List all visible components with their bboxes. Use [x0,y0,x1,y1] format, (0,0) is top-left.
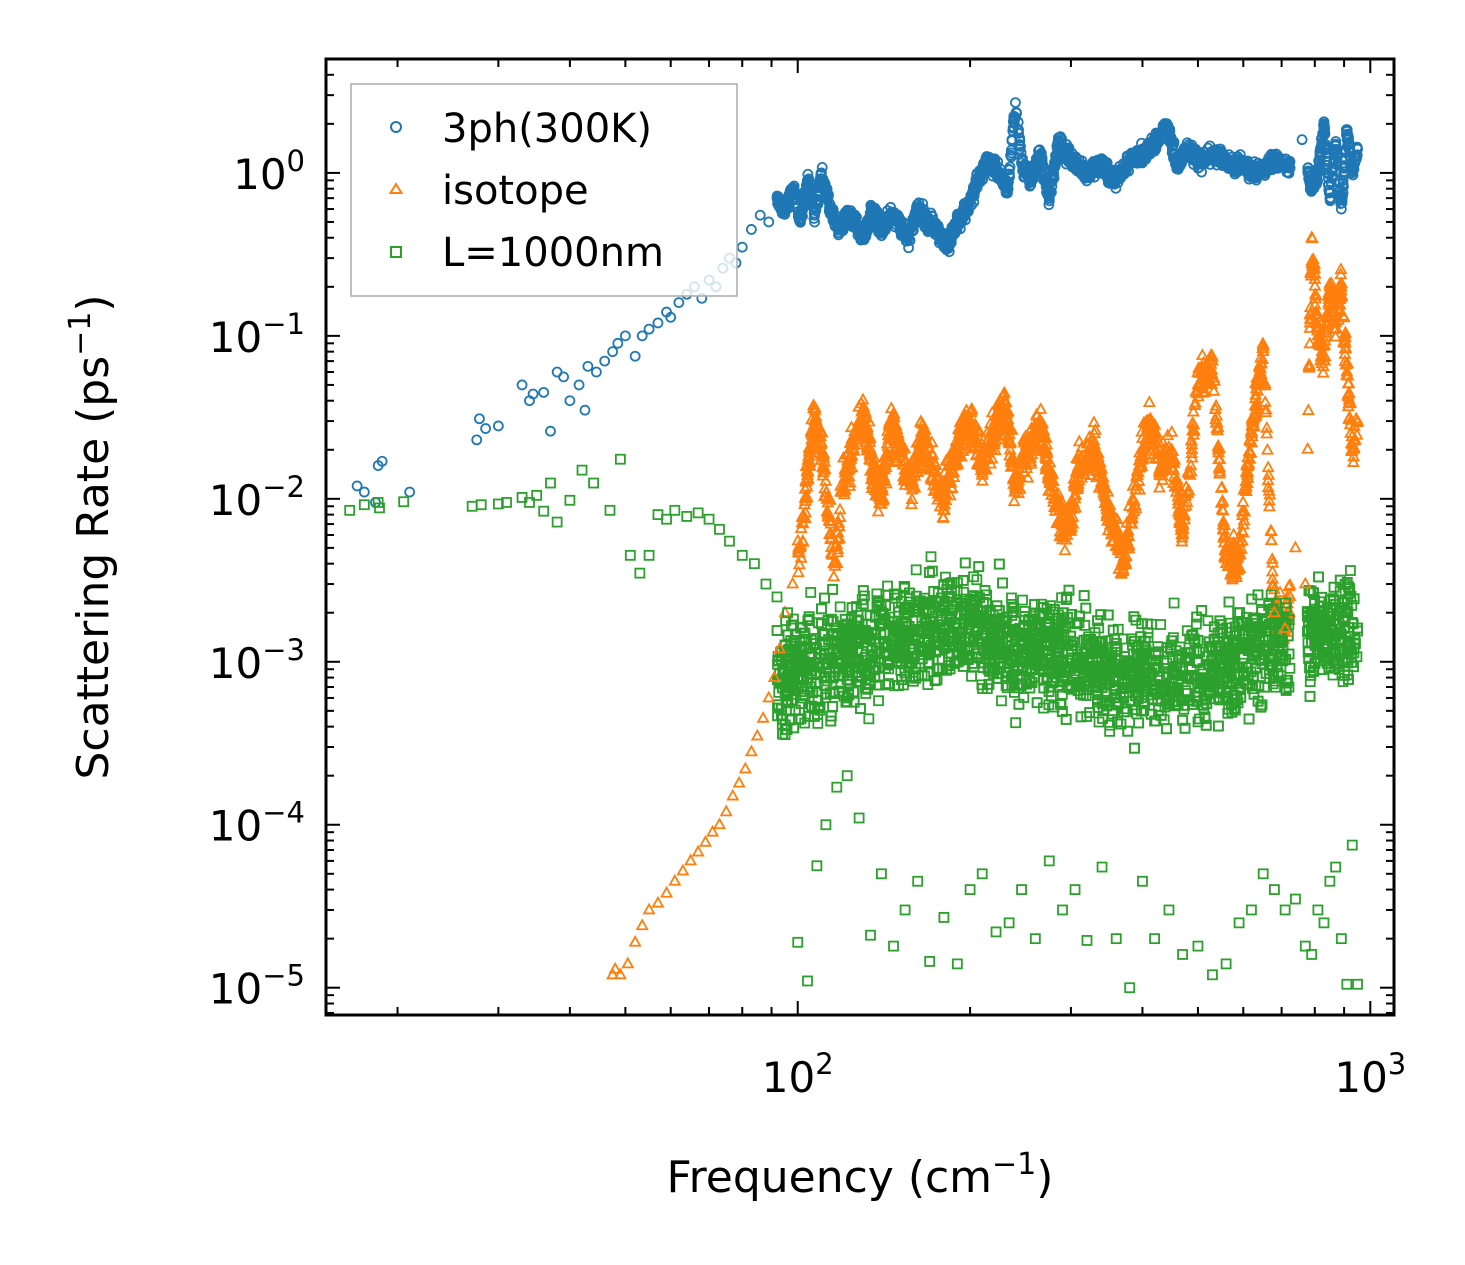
density-point [816,161,828,173]
density-point [1003,164,1015,176]
density-point [903,242,914,254]
density-point [1328,162,1340,173]
